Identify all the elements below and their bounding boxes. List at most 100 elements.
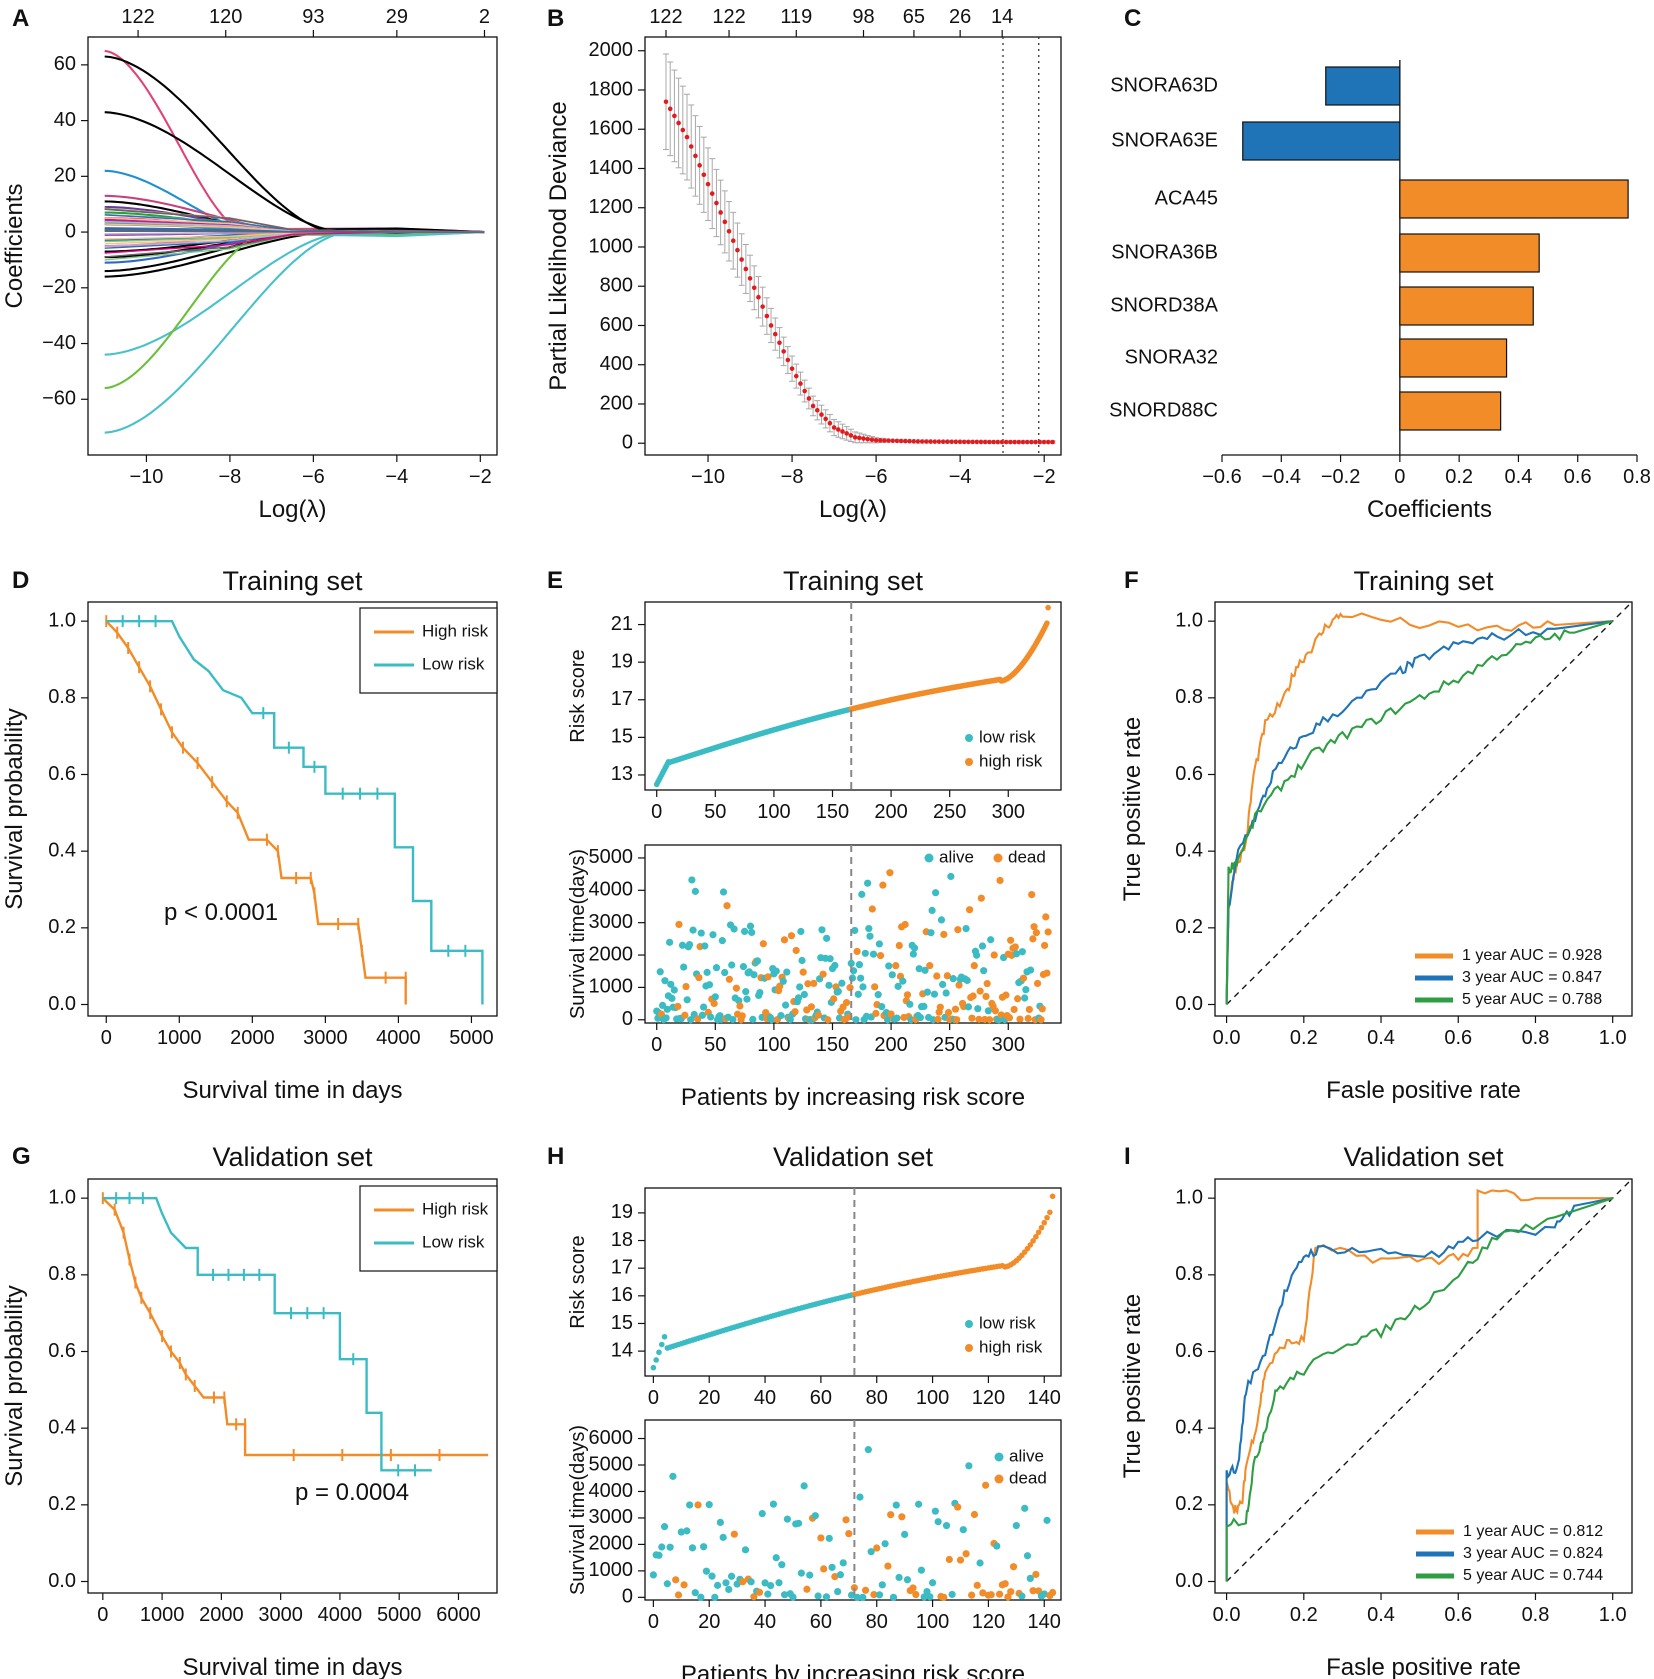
x-tick-label: 20 [698,1387,720,1409]
y-tick-label: 0.4 [48,839,76,861]
survival-point [885,962,893,970]
panel-letter-i: I [1124,1143,1131,1170]
deviance-point [857,435,862,441]
coefficient-bar [1399,179,1629,219]
risk-point [1047,1209,1053,1216]
survival-point [674,1002,682,1011]
y-tick-label: 0.0 [48,993,76,1015]
survival-point [901,920,909,929]
legend-label: High risk [422,1199,489,1218]
survival-point [730,1530,738,1538]
category-label: ACA45 [1155,187,1218,209]
deviance-point [819,412,824,417]
deviance-point [722,219,728,225]
y-tick-label: 0.0 [1175,1570,1203,1592]
survival-point [687,1016,695,1024]
survival-point [853,1593,861,1601]
coefficient-bar [1242,121,1401,161]
risk-point [1038,1224,1045,1231]
x-tick-label: 3000 [258,1604,303,1626]
x-tick-label: 80 [866,1387,888,1409]
deviance-point [915,439,921,444]
coefficient-path [104,111,485,234]
survival-point [778,1561,786,1569]
survival-point [996,876,1004,885]
x-tick-label: 0.6 [1444,1604,1472,1626]
survival-point [769,1500,778,1508]
survival-point [980,967,988,975]
x-tick-label: −10 [691,466,725,488]
survival-point [699,1003,708,1011]
y-tick-label: 4000 [589,1480,634,1502]
survival-point [866,932,874,940]
y-axis-title: Survival time(days) [567,849,589,1019]
survival-point [741,927,749,936]
survival-point [667,980,675,988]
survival-point [700,1543,708,1551]
survival-point [1032,929,1040,937]
top-tick-label: 65 [903,6,925,28]
survival-point [709,931,717,939]
x-tick-label: −4 [385,466,408,488]
survival-point [834,1587,842,1596]
survival-point [861,949,869,957]
y-tick-label: 18 [611,1229,633,1251]
x-tick-label: 0.0 [1213,1604,1241,1626]
survival-point [1022,986,1030,994]
x-tick-label: 0.2 [1445,466,1473,488]
x-axis-title: Patients by increasing risk score [681,1084,1025,1111]
x-tick-label: −2 [1033,466,1056,488]
roc-curve-1 [1225,611,1613,1005]
coefficient-bar [1325,66,1401,106]
p-value-label: p < 0.0001 [164,899,278,926]
x-tick-label: 1.0 [1599,1604,1627,1626]
x-tick-label: 1.0 [1599,1027,1627,1049]
survival-point [683,996,691,1004]
survival-point [969,992,977,1000]
legend-label: high risk [979,751,1043,770]
survival-point [1042,913,1050,921]
deviance-point [701,172,707,178]
survival-point [892,962,900,970]
deviance-point [802,388,807,394]
deviance-point [991,439,997,445]
survival-point [753,957,762,965]
survival-point [875,1591,884,1599]
survival-point [948,1590,956,1599]
risk-point [1035,1229,1042,1236]
plot-frame [644,1419,1062,1601]
survival-point [1019,974,1028,982]
x-tick-label: 0 [648,1611,659,1633]
survival-point [708,1572,716,1580]
deviance-point [928,439,934,444]
survival-point [780,1591,789,1599]
survival-point [649,1571,657,1579]
panel-letter-c: C [1124,5,1141,32]
survival-point [940,1593,948,1601]
x-tick-label: 0.4 [1367,1604,1395,1626]
survival-point [943,972,951,980]
survival-point [909,950,917,958]
survival-point [818,926,826,934]
survival-point [973,951,981,959]
survival-point [1024,1014,1032,1023]
survival-point [1011,943,1019,951]
deviance-point [772,331,778,337]
y-tick-label: 0.2 [48,916,76,938]
survival-point [1012,950,1021,958]
y-tick-label: 2000 [589,1533,634,1555]
coefficient-path [104,231,485,356]
roc-curve-3 [1225,620,1613,1005]
survival-point [1018,948,1026,956]
deviance-point [966,439,971,445]
survival-point [711,1593,719,1601]
survival-point [656,968,664,976]
x-tick-label: 0 [648,1387,659,1409]
x-tick-label: 100 [916,1387,949,1409]
deviance-point [878,438,883,443]
panel-letter-f: F [1124,567,1139,594]
survival-point [1038,1005,1046,1013]
deviance-point [760,304,765,309]
deviance-point [1029,439,1034,445]
survival-point [903,991,912,999]
